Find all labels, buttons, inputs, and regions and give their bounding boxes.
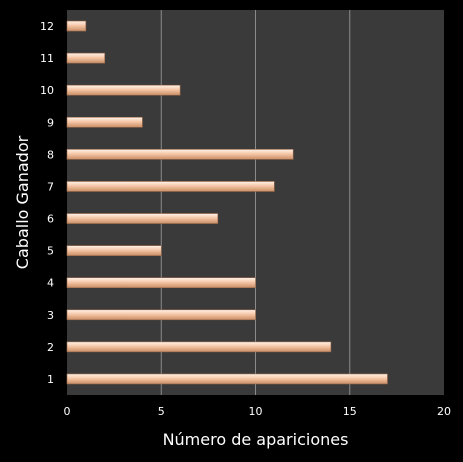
y-tick-label-2: 2	[47, 341, 54, 354]
y-tick-label-6: 6	[47, 213, 54, 226]
x-tick-label-15: 15	[343, 405, 357, 418]
y-tick-label-3: 3	[47, 309, 54, 322]
bar-1	[66, 373, 388, 385]
y-tick-label-1: 1	[47, 373, 54, 386]
y-tick-label-5: 5	[47, 245, 54, 258]
x-tick-label-0: 0	[64, 405, 71, 418]
bars	[66, 20, 388, 385]
bar-8	[66, 149, 294, 160]
x-tick-label-20: 20	[437, 405, 451, 418]
bar-3	[66, 309, 256, 321]
x-axis-title: Número de apariciones	[163, 430, 349, 449]
x-tick-label-10: 10	[249, 405, 263, 418]
bar-6	[66, 213, 219, 224]
y-tick-label-8: 8	[47, 148, 54, 161]
bar-7	[66, 181, 275, 192]
bar-11	[66, 52, 106, 64]
x-tick-labels: 0 5 10 15 20	[64, 405, 452, 418]
y-axis-title: Caballo Ganador	[13, 135, 32, 269]
bar-2	[66, 341, 332, 353]
y-tick-label-12: 12	[40, 20, 54, 33]
bar-10	[66, 84, 181, 96]
grid-lines	[160, 10, 351, 395]
bar-4	[66, 277, 256, 289]
y-tick-label-9: 9	[47, 116, 54, 129]
x-tick-label-5: 5	[158, 405, 165, 418]
y-tick-label-7: 7	[47, 180, 54, 193]
bar-9	[66, 116, 143, 128]
bar-5	[66, 245, 162, 256]
y-tick-label-11: 11	[40, 52, 54, 65]
y-tick-label-10: 10	[40, 84, 54, 97]
y-tick-label-4: 4	[47, 277, 54, 290]
bar-12	[66, 20, 87, 32]
